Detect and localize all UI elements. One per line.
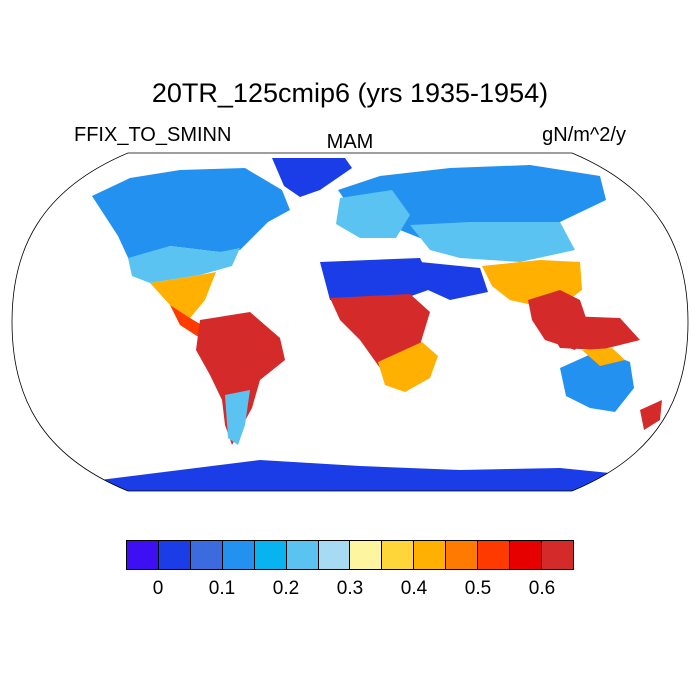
australia-north bbox=[582, 348, 625, 366]
colorbar-swatch bbox=[254, 541, 287, 569]
colorbar-swatch bbox=[414, 541, 447, 569]
africa-south bbox=[378, 342, 438, 392]
colorbar bbox=[126, 540, 574, 570]
colorbar-swatch bbox=[478, 541, 511, 569]
arabia bbox=[420, 262, 488, 300]
colorbar-tick-label: 0 bbox=[152, 578, 164, 599]
maritime-continent bbox=[540, 315, 640, 350]
colorbar-swatch bbox=[382, 541, 415, 569]
globe-outline bbox=[11, 152, 689, 492]
colorbar-swatch bbox=[318, 541, 351, 569]
colorbar-tick-label: 0.4 bbox=[400, 578, 428, 599]
units-label: gN/m^2/y bbox=[542, 124, 626, 146]
south-america-south bbox=[225, 390, 250, 445]
colorbar-tick-label: 0.6 bbox=[528, 578, 556, 599]
europe bbox=[336, 190, 410, 238]
colorbar-swatch bbox=[127, 541, 159, 569]
south-america bbox=[196, 312, 285, 445]
colorbar-tick-label: 0.5 bbox=[464, 578, 492, 599]
north-america-mid bbox=[128, 246, 240, 283]
greenland bbox=[272, 158, 352, 197]
colorbar-tick-label: 0.2 bbox=[272, 578, 300, 599]
variable-label: FFIX_TO_SMINN bbox=[74, 124, 232, 146]
colorbar-swatch bbox=[510, 541, 542, 569]
colorbar-swatch bbox=[222, 541, 255, 569]
colorbar-tick-label: 0.3 bbox=[336, 578, 364, 599]
colorbar-swatch bbox=[446, 541, 479, 569]
africa-tropics bbox=[330, 294, 430, 368]
new-zealand bbox=[640, 400, 662, 430]
north-america-north bbox=[92, 168, 290, 262]
colorbar-swatch bbox=[190, 541, 223, 569]
plot-title: 20TR_125cmip6 (yrs 1935-1954) bbox=[151, 78, 549, 108]
australia bbox=[560, 350, 634, 412]
antarctica bbox=[60, 460, 660, 491]
colorbar-swatch bbox=[286, 541, 319, 569]
north-america-south bbox=[150, 272, 216, 318]
colorbar-swatch bbox=[158, 541, 191, 569]
africa-north bbox=[320, 258, 434, 300]
colorbar-swatch bbox=[350, 541, 383, 569]
asia-mid bbox=[410, 222, 575, 262]
season-label: MAM bbox=[326, 131, 374, 153]
colorbar-swatch bbox=[541, 541, 573, 569]
colorbar-tick-label: 0.1 bbox=[208, 578, 236, 599]
